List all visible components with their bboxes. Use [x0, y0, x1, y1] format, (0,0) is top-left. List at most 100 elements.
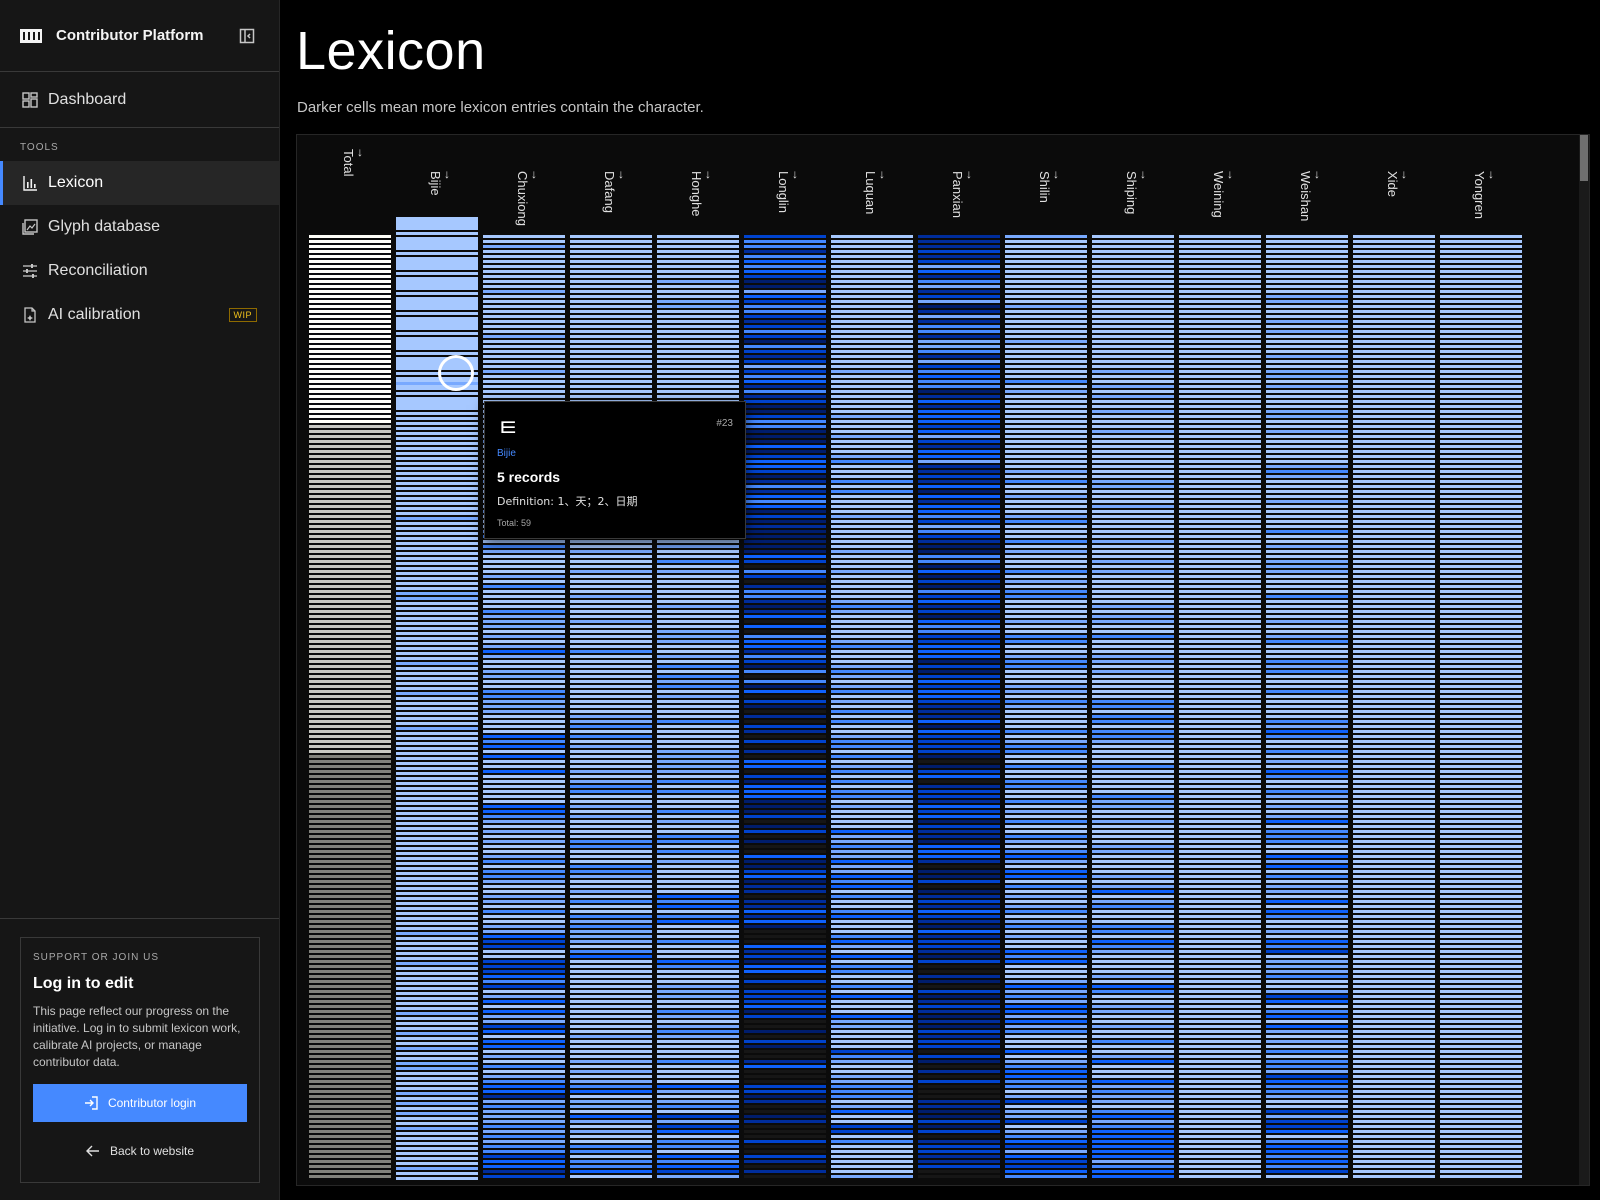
heatmap-cell[interactable]: [1005, 545, 1087, 548]
heatmap-cell[interactable]: [1005, 670, 1087, 673]
heatmap-cell[interactable]: [396, 922, 478, 925]
heatmap-cell[interactable]: [570, 330, 652, 333]
heatmap-cell[interactable]: [657, 1030, 739, 1033]
heatmap-cell[interactable]: [918, 535, 1000, 538]
heatmap-cell[interactable]: [1005, 285, 1087, 288]
heatmap-cell[interactable]: [1440, 630, 1522, 633]
heatmap-cell[interactable]: [918, 795, 1000, 798]
heatmap-cell[interactable]: [657, 380, 739, 383]
heatmap-cell[interactable]: [570, 380, 652, 383]
heatmap-cell[interactable]: [1440, 275, 1522, 278]
heatmap-cell[interactable]: [831, 645, 913, 648]
heatmap-cell[interactable]: [831, 750, 913, 753]
heatmap-cell[interactable]: [831, 855, 913, 858]
heatmap-cell[interactable]: [309, 540, 391, 543]
heatmap-cell[interactable]: [918, 1015, 1000, 1018]
heatmap-cell[interactable]: [918, 725, 1000, 728]
heatmap-cell[interactable]: [309, 770, 391, 773]
heatmap-cell[interactable]: [831, 1040, 913, 1043]
heatmap-cell[interactable]: [1266, 375, 1348, 378]
heatmap-cell[interactable]: [1266, 535, 1348, 538]
heatmap-cell[interactable]: [744, 655, 826, 658]
heatmap-cell[interactable]: [1005, 280, 1087, 283]
heatmap-cell[interactable]: [1353, 685, 1435, 688]
heatmap-cell[interactable]: [1092, 585, 1174, 588]
heatmap-cell[interactable]: [1179, 250, 1261, 253]
heatmap-cell[interactable]: [918, 405, 1000, 408]
heatmap-cell[interactable]: [918, 1075, 1000, 1078]
heatmap-cell[interactable]: [1005, 380, 1087, 383]
heatmap-cell[interactable]: [918, 1090, 1000, 1093]
heatmap-cell[interactable]: [657, 310, 739, 313]
heatmap-cell[interactable]: [570, 1105, 652, 1108]
heatmap-cell[interactable]: [570, 1055, 652, 1058]
heatmap-cell[interactable]: [1353, 320, 1435, 323]
heatmap-cell[interactable]: [1353, 310, 1435, 313]
heatmap-cell[interactable]: [657, 885, 739, 888]
heatmap-cell[interactable]: [1266, 1125, 1348, 1128]
heatmap-cell[interactable]: [1092, 605, 1174, 608]
heatmap-cell[interactable]: [1440, 735, 1522, 738]
heatmap-cell[interactable]: [1092, 430, 1174, 433]
heatmap-cell[interactable]: [744, 760, 826, 763]
heatmap-cell[interactable]: [1440, 260, 1522, 263]
heatmap-cell[interactable]: [309, 1095, 391, 1098]
heatmap-cell[interactable]: [309, 700, 391, 703]
heatmap-cell[interactable]: [1266, 1020, 1348, 1023]
heatmap-cell[interactable]: [1266, 910, 1348, 913]
heatmap-cell[interactable]: [1353, 705, 1435, 708]
heatmap-cell[interactable]: [657, 1140, 739, 1143]
heatmap-cell[interactable]: [1353, 440, 1435, 443]
heatmap-cell[interactable]: [483, 975, 565, 978]
heatmap-cell[interactable]: [1353, 1095, 1435, 1098]
heatmap-cell[interactable]: [1179, 1120, 1261, 1123]
heatmap-cell[interactable]: [1353, 1000, 1435, 1003]
heatmap-cell[interactable]: [309, 750, 391, 753]
heatmap-cell[interactable]: [657, 585, 739, 588]
heatmap-cell[interactable]: [831, 905, 913, 908]
heatmap-cell[interactable]: [918, 805, 1000, 808]
heatmap-cell[interactable]: [1092, 460, 1174, 463]
heatmap-cell[interactable]: [918, 565, 1000, 568]
heatmap-cell[interactable]: [570, 1035, 652, 1038]
heatmap-cell[interactable]: [1005, 400, 1087, 403]
heatmap-cell[interactable]: [396, 462, 478, 465]
heatmap-cell[interactable]: [1005, 870, 1087, 873]
heatmap-cell[interactable]: [831, 495, 913, 498]
heatmap-cell[interactable]: [744, 965, 826, 968]
heatmap-cell[interactable]: [1005, 590, 1087, 593]
heatmap-cell[interactable]: [657, 870, 739, 873]
heatmap-cell[interactable]: [918, 330, 1000, 333]
heatmap-cell[interactable]: [657, 905, 739, 908]
heatmap-cell[interactable]: [831, 765, 913, 768]
heatmap-cell[interactable]: [309, 925, 391, 928]
heatmap-cell[interactable]: [831, 270, 913, 273]
heatmap-cell[interactable]: [1005, 805, 1087, 808]
heatmap-cell[interactable]: [1353, 240, 1435, 243]
sort-arrow-icon[interactable]: ↓: [1053, 167, 1059, 181]
heatmap-cell[interactable]: [1440, 635, 1522, 638]
heatmap-cell[interactable]: [396, 567, 478, 570]
heatmap-cell[interactable]: [396, 917, 478, 920]
heatmap-cell[interactable]: [1440, 1055, 1522, 1058]
heatmap-cell[interactable]: [570, 1015, 652, 1018]
heatmap-cell[interactable]: [1092, 975, 1174, 978]
heatmap-cell[interactable]: [1266, 700, 1348, 703]
heatmap-cell[interactable]: [1440, 530, 1522, 533]
heatmap-cell[interactable]: [309, 1175, 391, 1178]
heatmap-cell[interactable]: [744, 535, 826, 538]
heatmap-cell[interactable]: [1266, 1115, 1348, 1118]
heatmap-cell[interactable]: [744, 340, 826, 343]
heatmap-cell[interactable]: [570, 265, 652, 268]
heatmap-cell[interactable]: [483, 555, 565, 558]
heatmap-cell[interactable]: [483, 270, 565, 273]
heatmap-cell[interactable]: [1005, 665, 1087, 668]
heatmap-cell[interactable]: [1353, 1040, 1435, 1043]
heatmap-cell[interactable]: [657, 635, 739, 638]
heatmap-cell[interactable]: [744, 1120, 826, 1123]
heatmap-cell[interactable]: [1353, 975, 1435, 978]
heatmap-cell[interactable]: [1266, 1030, 1348, 1033]
heatmap-cell[interactable]: [657, 265, 739, 268]
heatmap-cell[interactable]: [1092, 745, 1174, 748]
heatmap-cell[interactable]: [744, 755, 826, 758]
